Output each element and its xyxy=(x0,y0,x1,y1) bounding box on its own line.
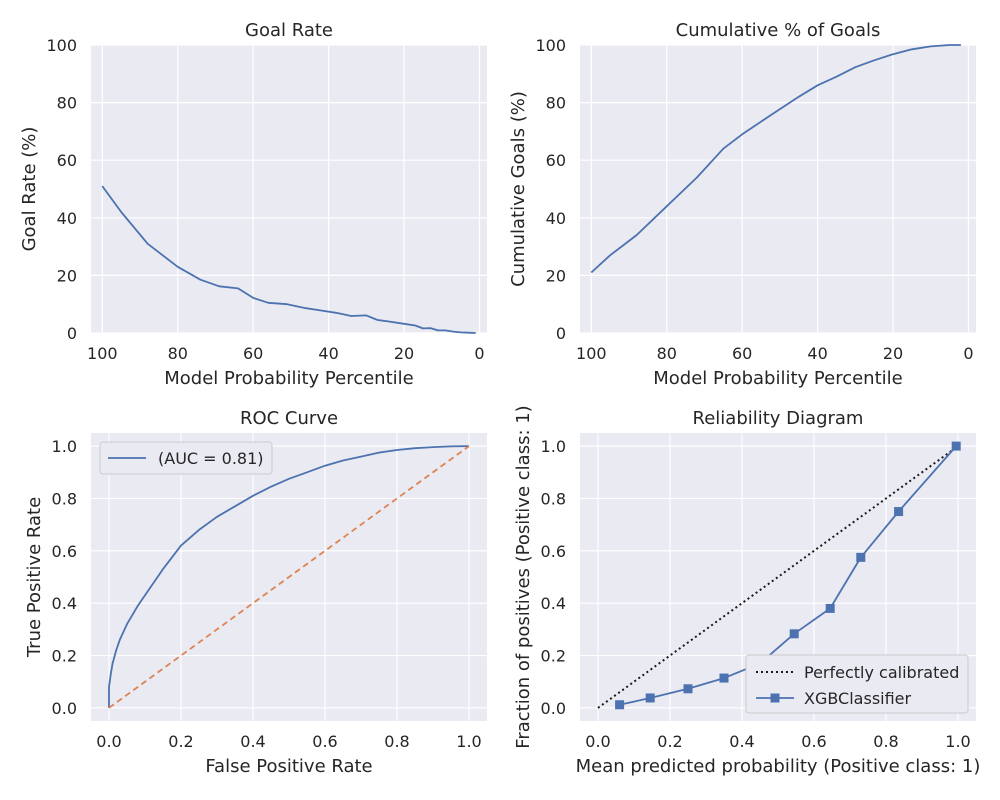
roc-y-tick-label: 0.8 xyxy=(52,489,77,508)
goal-rate-y-tick-label: 40 xyxy=(57,209,77,228)
reliability-x-tick-label: 0.0 xyxy=(585,732,610,751)
reliability-y-tick-label: 0.6 xyxy=(541,542,566,561)
reliability-data-point xyxy=(894,507,904,517)
goal-rate-y-tick-label: 20 xyxy=(57,266,77,285)
reliability-y-tick-label: 0.8 xyxy=(541,489,566,508)
cumulative-goals-series-0-line xyxy=(590,44,961,274)
cumulative-goals-y-tick-label: 20 xyxy=(546,266,566,285)
reliability-diagram-panel: 0.0 0.2 0.4 0.6 0.8 1.0 0.0 0.2 0.4 0.6 0.8 1.0 Reli… xyxy=(513,405,980,777)
roc-x-tick-label: 0.8 xyxy=(384,732,409,751)
goal-rate-y-tick-label: 80 xyxy=(57,94,77,113)
reliability-y-tick-label: 1.0 xyxy=(541,437,566,456)
goal-rate-x-tick-label: 20 xyxy=(394,344,414,363)
reliability-x-tick-label: 0.2 xyxy=(657,732,682,751)
roc-y-axis-label: True Positive Rate xyxy=(24,497,45,658)
reliability-legend-box xyxy=(745,654,969,714)
reliability-data-point xyxy=(683,684,693,694)
cumulative-goals-plot-area xyxy=(580,45,976,333)
goal-rate-y-tick-label: 0 xyxy=(67,324,77,343)
reliability-data-point xyxy=(719,673,729,683)
roc-y-tick-label: 0.0 xyxy=(52,699,77,718)
roc-series-1-line xyxy=(108,445,470,709)
goal-rate-chart-title: Goal Rate xyxy=(245,20,333,41)
cumulative-goals-y-tick-label: 80 xyxy=(546,94,566,113)
reliability-data-point xyxy=(645,693,655,703)
goal-rate-series-0-line xyxy=(101,185,476,334)
goal-rate-x-tick-label: 40 xyxy=(318,344,338,363)
reliability-data-point xyxy=(789,629,799,639)
cumulative-goals-y-tick-label: 100 xyxy=(535,36,566,55)
roc-x-tick-label: 0.4 xyxy=(240,732,265,751)
reliability-x-tick-label: 0.4 xyxy=(729,732,754,751)
cumulative-goals-x-tick-label: 80 xyxy=(657,344,677,363)
reliability-data-point xyxy=(856,552,866,562)
reliability-y-tick-label: 0.4 xyxy=(541,594,566,613)
cumulative-goals-x-tick-label: 100 xyxy=(576,344,607,363)
roc-legend-label: (AUC = 0.81) xyxy=(158,449,264,468)
roc-y-tick-label: 0.6 xyxy=(52,542,77,561)
roc-x-tick-label: 1.0 xyxy=(456,732,481,751)
roc-x-tick-label: 0.2 xyxy=(168,732,193,751)
goal-rate-y-tick-label: 100 xyxy=(46,36,77,55)
reliability-y-tick-label: 0.2 xyxy=(541,647,566,666)
reliability-series-0-line xyxy=(597,445,959,709)
goal-rate-x-tick-label: 100 xyxy=(87,344,118,363)
reliability-data-point xyxy=(951,441,961,451)
roc-y-tick-label: 0.4 xyxy=(52,594,77,613)
cumulative-goals-y-tick-label: 40 xyxy=(546,209,566,228)
cumulative-goals-x-tick-label: 60 xyxy=(732,344,752,363)
roc-y-tick-label: 0.2 xyxy=(52,647,77,666)
goal-rate-x-tick-label: 0 xyxy=(474,344,484,363)
roc-series-0-line xyxy=(108,445,470,708)
cumulative-goals-x-tick-label: 40 xyxy=(807,344,827,363)
reliability-y-axis-label: Fraction of positives (Positive class: 1… xyxy=(513,405,534,748)
roc-y-tick-label: 1.0 xyxy=(52,437,77,456)
roc-chart-title: ROC Curve xyxy=(240,408,338,429)
roc-legend-box xyxy=(99,441,273,475)
roc-x-tick-label: 0.6 xyxy=(312,732,337,751)
cumulative-goals-x-tick-label: 0 xyxy=(963,344,973,363)
cumulative-goals-x-axis-label: Model Probability Percentile xyxy=(653,368,902,389)
goal-rate-y-tick-label: 60 xyxy=(57,151,77,170)
goal-rate-x-tick-label: 60 xyxy=(243,344,263,363)
reliability-legend-label: XGBClassifier xyxy=(804,689,912,708)
reliability-data-point xyxy=(615,700,625,710)
reliability-y-tick-label: 0.0 xyxy=(541,699,566,718)
reliability-x-tick-label: 1.0 xyxy=(945,732,970,751)
cumulative-goals-y-tick-label: 0 xyxy=(556,324,566,343)
cumulative-goals-chart-title: Cumulative % of Goals xyxy=(676,20,881,41)
reliability-x-tick-label: 0.6 xyxy=(801,732,826,751)
goal-rate-x-axis-label: Model Probability Percentile xyxy=(164,368,413,389)
reliability-x-axis-label: Mean predicted probability (Positive cla… xyxy=(576,756,981,777)
reliability-legend-marker xyxy=(770,693,780,703)
cumulative-goals-x-tick-label: 20 xyxy=(883,344,903,363)
goal-rate-plot-area xyxy=(91,45,487,333)
cumulative-goals-panel: 100 80 60 40 20 0 0 20 40 60 80 100 Cumulative % of … xyxy=(508,20,976,389)
goal-rate-y-axis-label: Goal Rate (%) xyxy=(19,127,40,252)
reliability-series-1-line xyxy=(619,445,957,706)
reliability-legend-label: Perfectly calibrated xyxy=(804,663,959,682)
reliability-data-point xyxy=(825,603,835,613)
roc-curve-panel: 0.0 0.2 0.4 0.6 0.8 1.0 0.0 0.2 0.4 0.6 0.8 1.0 ROC … xyxy=(24,408,487,777)
roc-x-tick-label: 0.0 xyxy=(96,732,121,751)
goal-rate-x-tick-label: 80 xyxy=(168,344,188,363)
goal-rate-panel: 100 80 60 40 20 0 0 20 40 60 80 100 Goal Rate Model P… xyxy=(19,20,487,389)
roc-x-axis-label: False Positive Rate xyxy=(205,756,372,777)
cumulative-goals-y-axis-label: Cumulative Goals (%) xyxy=(508,91,529,287)
reliability-chart-title: Reliability Diagram xyxy=(693,408,864,429)
reliability-x-tick-label: 0.8 xyxy=(873,732,898,751)
cumulative-goals-y-tick-label: 60 xyxy=(546,151,566,170)
